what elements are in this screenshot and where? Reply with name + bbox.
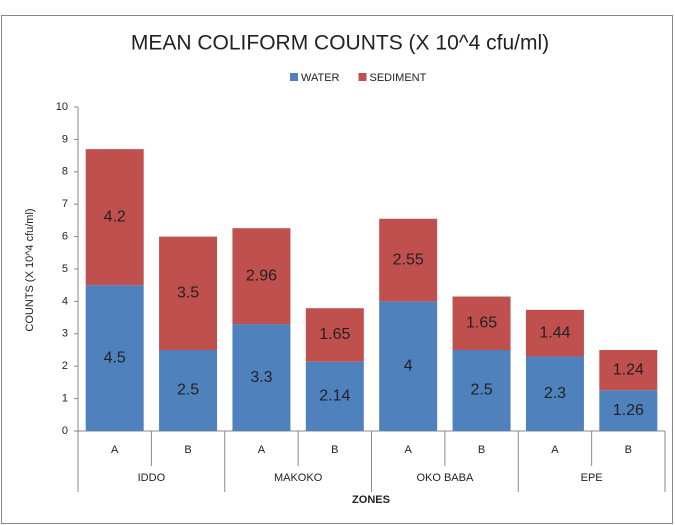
x-tick-label: A [258,444,266,456]
data-label: 3.5 [177,285,199,302]
data-label: 2.14 [319,388,350,405]
bar-segment [85,285,144,431]
y-tick-label: 10 [56,101,68,113]
data-label: 1.65 [466,314,497,331]
group-label: EPE [581,472,603,484]
bar-segment [85,149,144,286]
y-tick-label: 0 [62,425,68,437]
y-tick-label: 6 [62,231,68,243]
data-label: 1.44 [539,324,570,341]
bar-segment [305,308,364,362]
x-axis-label: ZONES [352,494,390,506]
data-label: 4.5 [104,349,126,366]
y-tick-label: 3 [62,328,68,340]
x-tick-label: B [625,444,632,456]
bar-segment [452,350,511,431]
data-label: 2.96 [246,267,277,284]
y-tick-label: 5 [62,263,68,275]
y-tick-label: 9 [62,133,68,145]
bar-segment [599,350,658,391]
bar-segment [159,236,218,350]
bar-segment [452,296,511,350]
x-tick-label: B [478,444,485,456]
bar-segment [159,350,218,431]
y-axis-label: COUNTS (X 10^4 cfu/ml) [24,208,36,331]
x-tick-label: A [405,444,413,456]
data-label: 4 [404,357,413,374]
legend-swatch [358,73,367,81]
bar-segment [379,218,438,302]
x-tick-label: A [551,444,559,456]
data-label: 1.26 [613,402,644,419]
data-label: 3.3 [250,369,272,386]
y-tick-label: 1 [62,393,68,405]
y-tick-label: 8 [62,166,68,178]
bar-segment [379,301,438,431]
bar-segment [525,309,584,357]
bar-segment [599,390,658,431]
group-label: MAKOKO [274,472,323,484]
bar-segment [232,324,291,431]
data-label: 2.5 [177,382,199,399]
bar-segment [232,228,291,325]
data-label: 1.65 [319,326,350,343]
data-label: 1.24 [613,361,644,378]
x-tick-label: B [331,444,338,456]
x-tick-label: B [184,444,191,456]
data-label: 2.3 [544,385,566,402]
y-tick-label: 4 [62,295,68,307]
legend-label: SEDIMENT [370,72,427,84]
data-label: 2.55 [393,251,424,268]
x-tick-label: A [111,444,119,456]
bar-segment [525,356,584,431]
group-label: IDDO [138,472,166,484]
data-label: 4.2 [104,208,126,225]
legend-label: WATER [301,72,340,84]
bar-segment [305,361,364,431]
y-tick-label: 7 [62,198,68,210]
chart-title: MEAN COLIFORM COUNTS (X 10^4 cfu/ml) [131,32,549,55]
data-label: 2.5 [470,382,492,399]
y-tick-label: 2 [62,360,68,372]
legend-swatch [290,73,298,81]
group-label: OKO BABA [416,472,474,484]
